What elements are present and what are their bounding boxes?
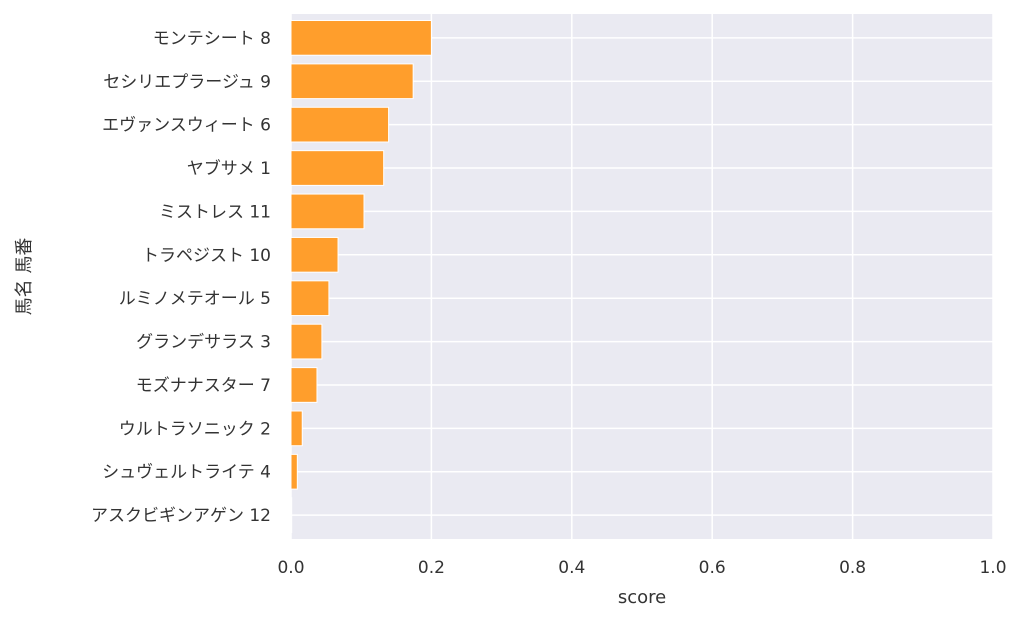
bar [290, 497, 293, 533]
bar [290, 236, 339, 273]
y-tick-label: モズナナスター 7 [136, 376, 271, 396]
y-axis-title: 馬名 馬番 [14, 238, 35, 316]
bar [290, 150, 385, 186]
bar [290, 453, 298, 490]
bar [290, 193, 365, 230]
y-tick-label: シュヴェルトライテ 4 [102, 463, 271, 483]
y-tick-label: アスクビギンアゲン 12 [91, 506, 271, 526]
bar [290, 280, 330, 317]
bar [290, 106, 390, 143]
x-tick-label: 0.0 [277, 558, 304, 578]
x-tick-label: 1.0 [979, 558, 1006, 578]
y-tick-label: ウルトラソニック 2 [119, 419, 271, 439]
x-tick-label: 0.4 [558, 558, 585, 578]
y-tick-label: エヴァンスウィート 6 [102, 116, 271, 136]
y-tick-label: セシリエプラージュ 9 [103, 72, 271, 92]
bars [290, 20, 432, 533]
y-tick-label: ミストレス 11 [159, 202, 271, 222]
y-tick-label: ヤブサメ 1 [187, 158, 271, 179]
x-tick-labels: 0.0 0.2 0.4 0.6 0.8 1.0 [277, 558, 1006, 578]
y-tick-label: グランデサラス 3 [136, 332, 271, 353]
x-tick-label: 0.6 [699, 558, 726, 578]
y-tick-label: トラペジスト 10 [142, 246, 271, 266]
plot-area [291, 14, 993, 539]
bar [290, 410, 303, 447]
bar [290, 63, 414, 100]
bar [290, 20, 432, 56]
x-tick-label: 0.2 [418, 558, 445, 578]
x-axis-title: score [618, 587, 666, 608]
x-tick-label: 0.8 [839, 558, 866, 578]
bar [290, 367, 318, 403]
y-tick-label: モンテシート 8 [153, 29, 271, 49]
y-tick-label: ルミノメテオール 5 [119, 289, 271, 309]
bar [290, 323, 323, 360]
y-tick-labels: モンテシート 8 セシリエプラージュ 9 エヴァンスウィート 6 ヤブサメ 1 ミストレ… [91, 29, 271, 526]
